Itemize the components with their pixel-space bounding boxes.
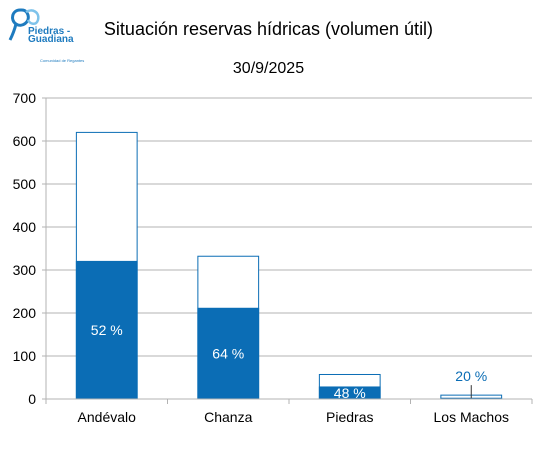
chart-subtitle: 30/9/2025 [232,60,305,77]
piedras-guadiana-logo: Piedras - Guadiana Comunidad de Regantes [6,6,86,70]
y-tick-label: 300 [13,262,37,278]
logo-text-line2: Guadiana [28,34,74,45]
chart-title: Situación reservas hídricas (volumen úti… [103,19,434,39]
data-label: 64 % [212,346,244,362]
x-tick-label: Chanza [204,409,252,425]
y-tick-label: 700 [13,90,37,106]
data-label: 20 % [455,368,487,384]
logo-text-line1: Piedras - [28,26,71,37]
logo-subtext: Comunidad de Regantes [40,58,85,63]
y-tick-label: 0 [28,391,36,407]
water-drop-logo-icon [8,8,40,41]
y-tick-label: 200 [13,305,37,321]
bar-stored [75,260,138,400]
y-tick-label: 400 [13,219,37,235]
bar-stored [197,307,260,400]
x-tick-label: Los Machos [434,409,509,425]
x-tick-label: Andévalo [78,409,137,425]
x-tick-label: Piedras [326,409,373,425]
data-label: 52 % [91,322,123,338]
y-tick-label: 100 [13,348,37,364]
y-tick-label: 600 [13,133,37,149]
data-label: 48 % [334,385,366,401]
y-tick-label: 500 [13,176,37,192]
logo-text: Piedras - Guadiana [28,26,74,45]
